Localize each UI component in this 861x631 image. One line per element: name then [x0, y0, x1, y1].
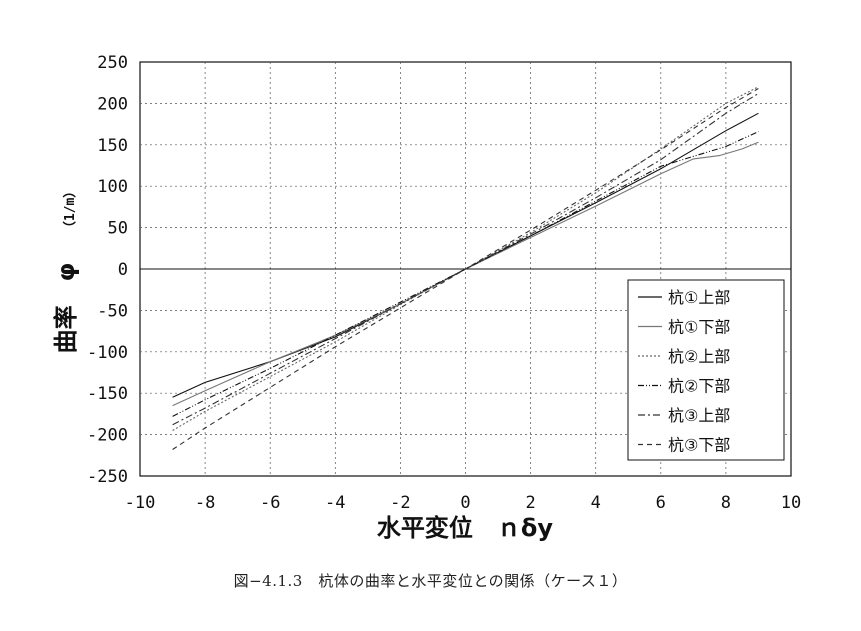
y-tick-label: -100	[87, 343, 128, 363]
legend-label-4: 杭②下部	[668, 377, 730, 396]
legend-label-3: 杭②上部	[668, 347, 730, 366]
x-tick-label: 2	[525, 493, 535, 513]
x-tick-label: 4	[591, 493, 601, 513]
y-axis-label: 曲率 φ	[52, 263, 80, 354]
y-tick-label: 250	[97, 53, 128, 73]
x-tick-label: -6	[260, 493, 280, 513]
x-tick-label: 0	[460, 493, 470, 513]
y-tick-label: 0	[118, 260, 128, 280]
x-tick-labels: -10 -8 -6 -4 -2 0 2 4 6 8 10	[125, 493, 802, 513]
series-lines	[172, 86, 759, 450]
x-tick-label: 10	[781, 493, 801, 513]
svg-text:曲率 φ （1/m）: 曲率 φ （1/m）	[52, 185, 80, 354]
y-tick-label: -50	[97, 301, 128, 321]
x-tick-label: -10	[125, 493, 156, 513]
x-tick-label: -4	[325, 493, 345, 513]
x-tick-label: 8	[721, 493, 731, 513]
x-tick-label: -8	[195, 493, 215, 513]
y-tick-label: 150	[97, 136, 128, 156]
legend-box	[627, 279, 785, 461]
figure-caption: 図−4.1.3 杭体の曲率と水平変位との関係（ケース１）	[233, 572, 628, 590]
series-line-2	[172, 141, 759, 407]
y-tick-label: 100	[97, 177, 128, 197]
y-tick-label: 200	[97, 94, 128, 114]
legend-label-1: 杭①上部	[668, 288, 730, 307]
y-tick-label: -250	[87, 467, 128, 487]
y-axis-title: 曲率 φ （1/m）	[52, 185, 80, 354]
x-tick-label: -2	[390, 493, 410, 513]
legend-label-2: 杭①下部	[668, 318, 730, 337]
series-line-6	[172, 88, 759, 450]
y-tick-labels: 250 200 150 100 50 0 -50 -100 -150 -200 -250	[87, 53, 128, 487]
x-axis-label: 水平変位 ｎδy	[377, 514, 553, 542]
legend-label-5: 杭③上部	[668, 406, 730, 425]
y-tick-label: -200	[87, 426, 128, 446]
y-axis-unit: （1/m）	[62, 185, 78, 234]
legend-label-6: 杭③下部	[668, 436, 730, 455]
y-tick-label: 50	[108, 219, 128, 239]
y-tick-label: -150	[87, 384, 128, 404]
x-tick-label: 6	[656, 493, 666, 513]
